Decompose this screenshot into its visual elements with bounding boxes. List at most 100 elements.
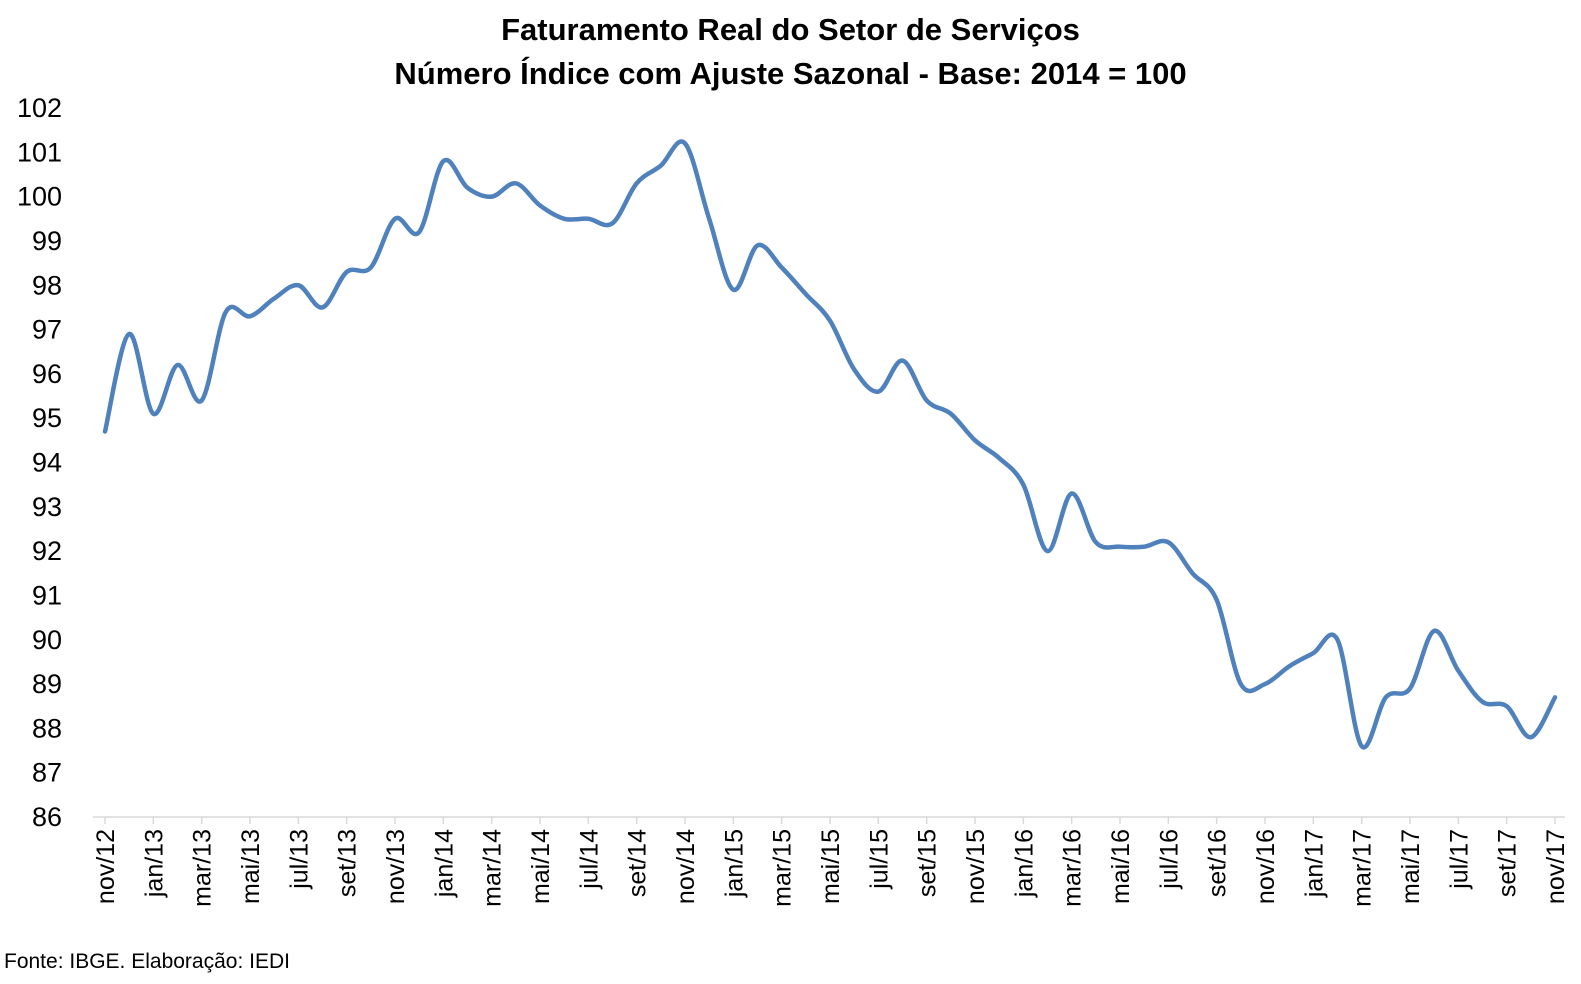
series-line-0 — [102, 139, 1558, 750]
x-tick-label: set/13 — [334, 829, 362, 897]
data-point — [176, 363, 180, 367]
data-point — [441, 159, 445, 163]
data-point — [804, 292, 808, 296]
data-point — [417, 230, 421, 234]
x-tick-label: nov/12 — [92, 829, 120, 904]
data-point — [1408, 686, 1412, 690]
y-axis-ticks: 86 87 88 89 90 91 92 93 94 95 96 97 98 99 100 101 102 — [17, 93, 62, 832]
y-tick-label: 97 — [32, 315, 62, 345]
source-note: Fonte: IBGE. Elaboração: IEDI — [4, 950, 290, 973]
chart-title: Faturamento Real do Setor de Serviços Nú… — [0, 8, 1581, 96]
data-point — [562, 217, 566, 221]
x-tick-label: jul/13 — [285, 829, 313, 890]
x-tick-label: mai/16 — [1107, 829, 1135, 904]
x-tick-label: mai/14 — [527, 829, 555, 904]
y-tick-label: 94 — [32, 448, 62, 478]
data-point — [490, 195, 494, 199]
x-tick-label: jul/14 — [575, 829, 603, 890]
y-tick-label: 101 — [17, 137, 62, 167]
x-tick-label: jul/16 — [1155, 829, 1183, 890]
data-point — [1142, 545, 1146, 549]
x-tick-label: mai/15 — [817, 829, 845, 904]
data-point — [1432, 629, 1436, 633]
data-point — [586, 217, 590, 221]
x-tick-label: mar/14 — [479, 829, 507, 907]
data-point — [1094, 540, 1098, 544]
data-point — [852, 367, 856, 371]
data-point — [1553, 695, 1557, 699]
y-tick-label: 102 — [17, 93, 62, 123]
chart-subtitle-line: Número Índice com Ajuste Sazonal - Base:… — [394, 56, 1187, 91]
data-point — [1505, 704, 1509, 708]
data-point — [345, 270, 349, 274]
x-tick-label: set/14 — [624, 829, 652, 897]
y-tick-label: 88 — [32, 713, 62, 743]
data-point — [1287, 664, 1291, 668]
x-tick-label: set/15 — [914, 829, 942, 897]
x-tick-label: mar/16 — [1059, 829, 1087, 907]
x-tick-label: jan/15 — [720, 829, 748, 898]
y-tick-label: 96 — [32, 359, 62, 389]
y-tick-label: 90 — [32, 625, 62, 655]
data-point — [949, 412, 953, 416]
data-point — [151, 412, 155, 416]
data-point — [224, 310, 228, 314]
y-tick-label: 99 — [32, 226, 62, 256]
data-point — [296, 283, 300, 287]
data-point — [1215, 598, 1219, 602]
data-point — [997, 456, 1001, 460]
y-tick-label: 87 — [32, 758, 62, 788]
y-tick-label: 93 — [32, 492, 62, 522]
chart-title-line: Faturamento Real do Setor de Serviços — [501, 12, 1080, 47]
data-point — [731, 288, 735, 292]
data-point — [369, 266, 373, 270]
x-tick-label: jan/14 — [430, 829, 458, 898]
x-tick-label: jan/13 — [140, 829, 168, 898]
data-point — [1529, 735, 1533, 739]
data-point — [635, 181, 639, 185]
x-tick-label: jul/17 — [1445, 829, 1473, 890]
data-point — [127, 332, 131, 336]
data-point — [1070, 492, 1074, 496]
series-group — [102, 139, 1558, 750]
y-tick-label: 89 — [32, 669, 62, 699]
data-point — [1191, 571, 1195, 575]
data-point — [707, 217, 711, 221]
y-tick-label: 86 — [32, 802, 62, 832]
y-tick-label: 98 — [32, 270, 62, 300]
data-point — [514, 181, 518, 185]
data-point — [272, 297, 276, 301]
x-tick-label: jul/15 — [865, 829, 893, 890]
y-tick-label: 95 — [32, 403, 62, 433]
data-point — [756, 243, 760, 247]
data-point — [925, 398, 929, 402]
data-point — [901, 359, 905, 363]
data-point — [780, 266, 784, 270]
data-point — [1456, 669, 1460, 673]
data-point — [659, 164, 663, 168]
x-tick-label: mar/15 — [769, 829, 797, 907]
data-point — [1021, 483, 1025, 487]
data-point — [393, 217, 397, 221]
data-point — [683, 141, 687, 145]
data-point — [973, 438, 977, 442]
y-tick-label: 92 — [32, 536, 62, 566]
x-tick-label: set/17 — [1494, 829, 1522, 897]
data-point — [1239, 682, 1243, 686]
x-tick-label: mar/13 — [189, 829, 217, 907]
x-tick-label: mai/17 — [1397, 829, 1425, 904]
x-tick-label: mai/13 — [237, 829, 265, 904]
data-point — [1336, 638, 1340, 642]
x-tick-label: nov/13 — [382, 829, 410, 904]
data-point — [828, 319, 832, 323]
x-tick-label: jan/16 — [1010, 829, 1038, 898]
x-axis-ticks: nov/12 jan/13 mar/13 mai/13 jul/13 set/13 nov/… — [92, 817, 1570, 907]
x-tick-label: nov/15 — [962, 829, 990, 904]
data-point — [1118, 545, 1122, 549]
data-point — [248, 314, 252, 318]
data-point — [1166, 540, 1170, 544]
data-point — [1311, 651, 1315, 655]
data-point — [466, 186, 470, 190]
data-point — [1481, 700, 1485, 704]
